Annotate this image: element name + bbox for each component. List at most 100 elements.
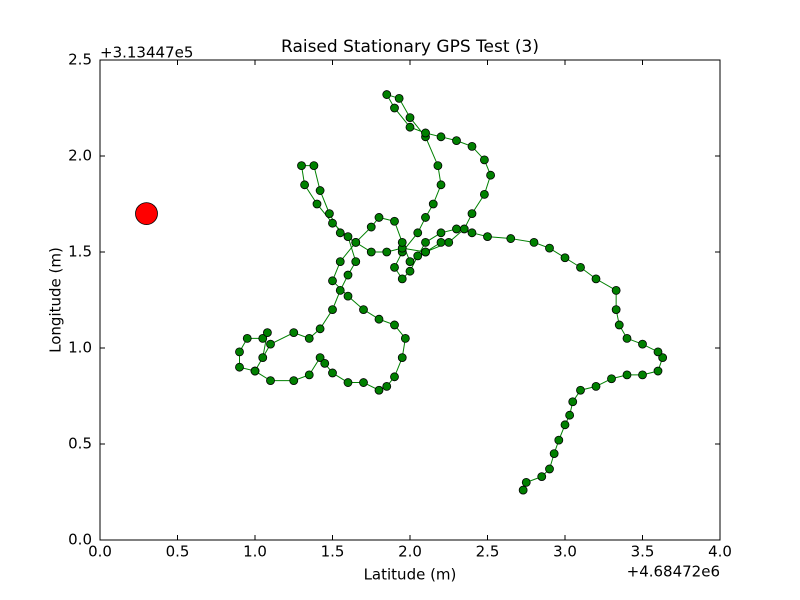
point [335, 285, 345, 295]
point [421, 213, 430, 222]
point [343, 378, 353, 387]
point [320, 358, 330, 368]
point [397, 237, 407, 247]
point [521, 477, 531, 487]
point [467, 228, 477, 238]
point [658, 353, 668, 363]
point [289, 376, 299, 386]
point [235, 347, 244, 357]
point [607, 374, 616, 384]
point [258, 333, 268, 343]
point [638, 370, 647, 380]
point [343, 232, 353, 242]
point [135, 202, 158, 226]
point [518, 485, 528, 495]
point [405, 113, 415, 122]
point [479, 155, 489, 165]
point [297, 161, 306, 171]
point [266, 376, 275, 386]
point [614, 320, 624, 330]
point [452, 136, 461, 146]
x-tick-label: 2.5 [476, 543, 500, 561]
point [467, 209, 477, 219]
point [591, 381, 601, 391]
point [309, 161, 319, 171]
x-tick-label: 4.0 [708, 543, 732, 561]
point [394, 94, 404, 103]
point [436, 132, 446, 142]
point [390, 216, 399, 226]
point [374, 213, 384, 222]
point [591, 274, 601, 284]
y-offset-label: +3.13447e5 [100, 44, 193, 62]
point [359, 305, 368, 315]
point [397, 353, 407, 363]
point [382, 90, 392, 99]
point [653, 366, 663, 376]
point [622, 370, 632, 380]
point [390, 103, 399, 113]
point [343, 291, 353, 301]
point [235, 362, 244, 372]
point [390, 320, 399, 330]
point [315, 186, 325, 195]
point [250, 366, 260, 376]
y-tick-label: 2.5 [68, 51, 92, 69]
point [549, 449, 559, 459]
point [459, 224, 469, 234]
point [397, 274, 407, 284]
point [421, 237, 430, 247]
point [428, 199, 438, 209]
point [467, 141, 477, 151]
point [359, 378, 368, 387]
y-tick-label: 1.0 [68, 339, 92, 357]
point [266, 339, 275, 349]
point [300, 180, 310, 190]
point [324, 209, 334, 219]
point [400, 333, 410, 343]
point [529, 237, 539, 247]
point [312, 199, 322, 209]
point [545, 464, 554, 474]
point [315, 353, 325, 363]
point [351, 257, 361, 267]
point [390, 372, 399, 382]
point [405, 257, 415, 267]
point [335, 228, 345, 238]
point [560, 420, 570, 430]
point [262, 328, 272, 338]
plot-frame [99, 59, 721, 541]
point [366, 247, 376, 257]
point [653, 347, 663, 357]
point [328, 305, 337, 315]
x-tick-label: 3.5 [631, 543, 655, 561]
point [436, 180, 446, 190]
point [390, 262, 399, 272]
point [421, 128, 430, 138]
point [405, 266, 415, 276]
x-offset-label: +4.68472e6 [627, 563, 720, 581]
point [304, 333, 314, 343]
point [565, 410, 575, 420]
point [343, 270, 353, 280]
x-tick-label: 0.0 [88, 543, 112, 561]
point [479, 189, 489, 199]
point [413, 251, 423, 261]
point [611, 285, 621, 295]
point [366, 222, 376, 232]
point [374, 314, 384, 324]
x-tick-label: 3.0 [553, 543, 577, 561]
point [436, 237, 446, 247]
point [374, 385, 384, 395]
point [258, 353, 268, 363]
point [413, 228, 423, 238]
point [328, 218, 337, 228]
point [622, 333, 632, 343]
point [452, 224, 461, 234]
chart-title: Raised Stationary GPS Test (3) [281, 37, 539, 57]
y-axis-label: Longitude (m) [47, 247, 65, 353]
point [328, 368, 337, 378]
y-tick-label: 1.5 [68, 243, 92, 261]
